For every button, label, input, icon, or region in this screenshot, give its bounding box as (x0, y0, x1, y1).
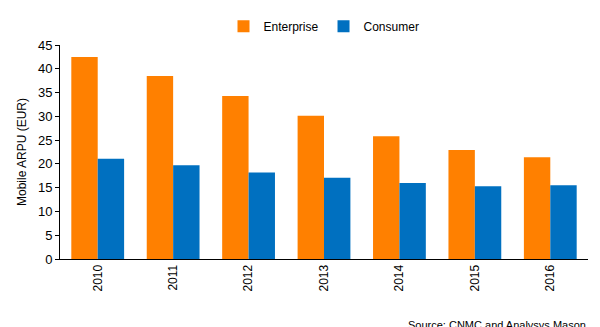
svg-text:2011: 2011 (166, 264, 180, 290)
svg-text:10: 10 (38, 204, 52, 219)
svg-text:Consumer: Consumer (364, 20, 419, 34)
svg-text:2010: 2010 (91, 264, 105, 291)
svg-text:2016: 2016 (543, 264, 557, 291)
svg-text:Mobile ARPU (EUR): Mobile ARPU (EUR) (15, 98, 29, 206)
svg-text:0: 0 (45, 252, 52, 267)
svg-text:35: 35 (38, 85, 52, 100)
svg-text:2014: 2014 (392, 264, 406, 291)
svg-text:2012: 2012 (241, 264, 255, 291)
svg-text:15: 15 (38, 180, 52, 195)
svg-text:5: 5 (45, 228, 52, 243)
svg-text:20: 20 (38, 156, 52, 171)
svg-text:Enterprise: Enterprise (264, 20, 319, 34)
svg-text:25: 25 (38, 133, 52, 148)
svg-text:2013: 2013 (317, 264, 331, 291)
svg-text:30: 30 (38, 109, 52, 124)
svg-text:2015: 2015 (468, 264, 482, 291)
svg-text:45: 45 (38, 38, 52, 53)
svg-text:Source: CNMC and Analysys Maso: Source: CNMC and Analysys Mason (408, 319, 586, 327)
svg-text:40: 40 (38, 61, 52, 76)
